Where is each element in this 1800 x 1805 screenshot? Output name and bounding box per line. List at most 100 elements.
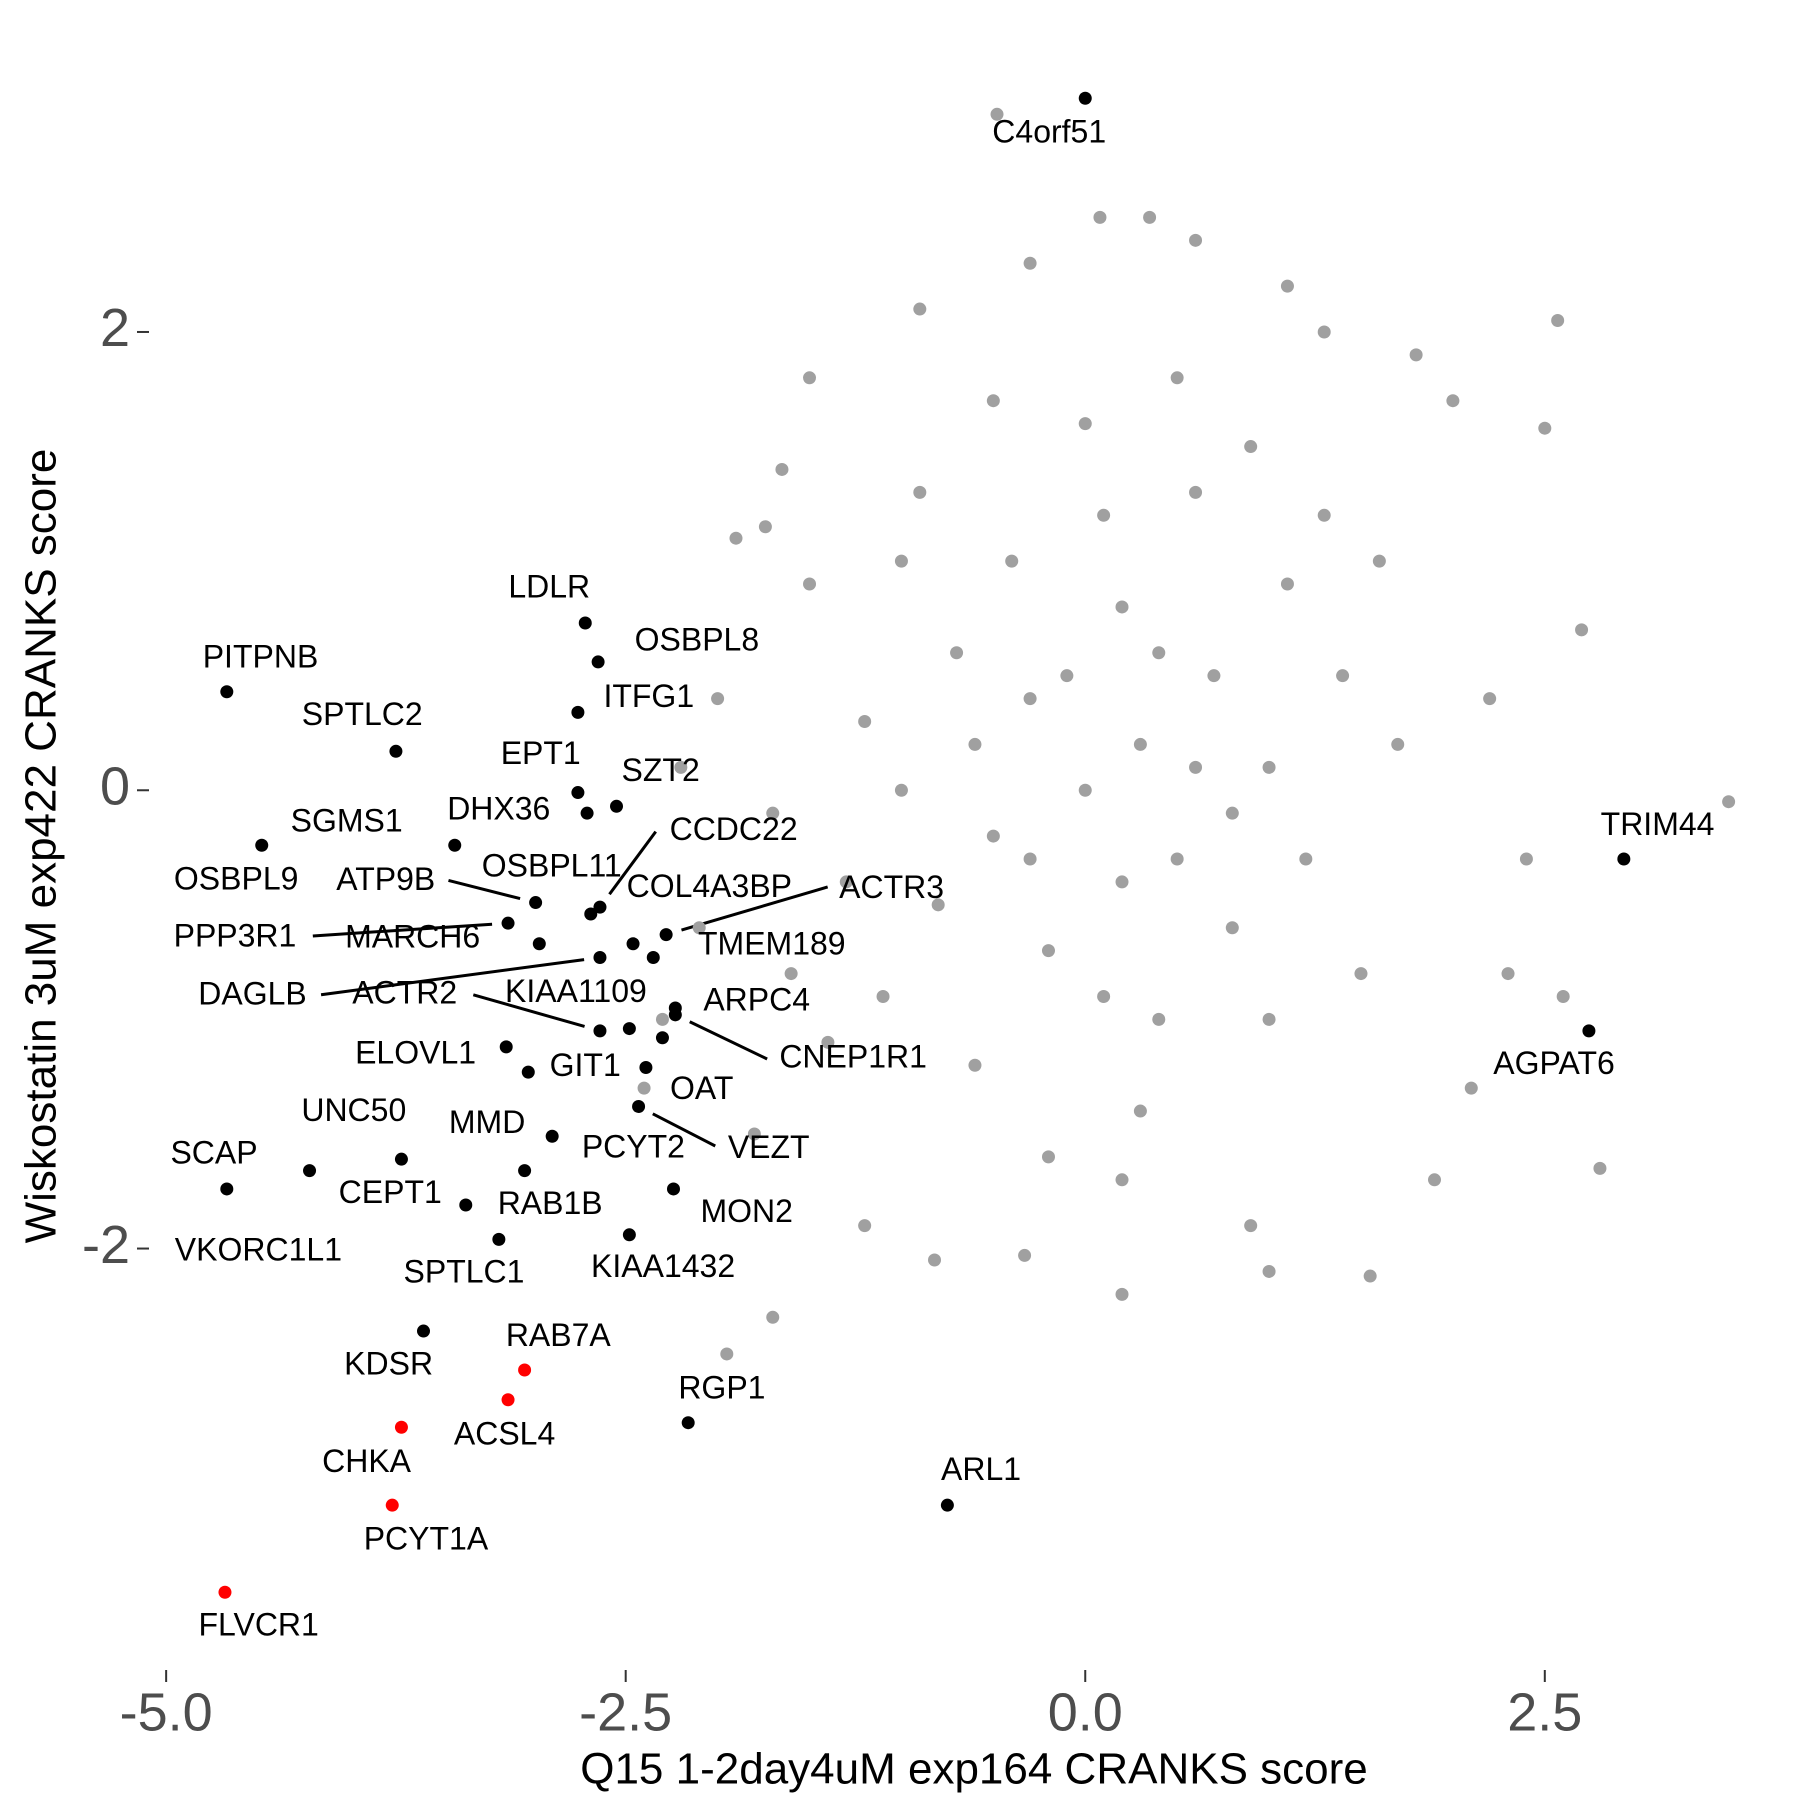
point <box>1464 1081 1478 1095</box>
point <box>1722 795 1736 809</box>
point-label: SPTLC2 <box>302 696 423 732</box>
point <box>1483 692 1497 706</box>
highlight-point <box>626 937 640 951</box>
point <box>1446 394 1460 408</box>
point <box>858 1219 872 1233</box>
highlight-point <box>593 951 607 965</box>
point <box>968 737 982 751</box>
point <box>758 520 772 534</box>
highlight-point <box>416 1324 430 1338</box>
point <box>858 715 872 729</box>
point <box>1225 806 1239 820</box>
point-label: SZT2 <box>622 752 700 788</box>
y-tick-label: -2 <box>82 1215 130 1275</box>
point <box>1244 1219 1258 1233</box>
point-label: MON2 <box>700 1193 792 1229</box>
point <box>1551 314 1565 328</box>
point-label: ELOVL1 <box>355 1034 476 1070</box>
point <box>1005 554 1019 568</box>
point-label: SPTLC1 <box>404 1254 525 1290</box>
point-label: KIAA1432 <box>591 1248 735 1284</box>
x-tick-label: 0.0 <box>1048 1682 1123 1742</box>
point <box>1354 967 1368 981</box>
point <box>1363 1269 1377 1283</box>
point-label: ARPC4 <box>703 982 810 1018</box>
point-label: SGMS1 <box>291 803 403 839</box>
highlight-point <box>659 928 673 942</box>
point <box>1207 669 1221 683</box>
highlight-point <box>394 1420 408 1434</box>
point <box>1280 577 1294 591</box>
highlight-point <box>448 838 462 852</box>
point-label: AGPAT6 <box>1493 1045 1615 1081</box>
point <box>1556 989 1570 1003</box>
highlight-point <box>394 1152 408 1166</box>
point <box>674 760 688 774</box>
point-label: ARL1 <box>941 1451 1021 1487</box>
point <box>655 1012 669 1026</box>
point <box>803 371 817 385</box>
point <box>894 554 908 568</box>
highlight-point <box>593 900 607 914</box>
point <box>784 967 798 981</box>
highlight-point <box>518 1164 532 1178</box>
point-label: GIT1 <box>550 1047 621 1083</box>
point-label: UNC50 <box>301 1092 406 1128</box>
point-label: C4orf51 <box>992 114 1106 150</box>
point-label: CHKA <box>322 1443 412 1479</box>
point <box>1189 485 1203 499</box>
highlight-point <box>1617 852 1631 866</box>
highlight-point <box>578 616 592 630</box>
y-tick-label: 0 <box>100 757 130 817</box>
point <box>1262 1264 1276 1278</box>
point <box>1060 669 1074 683</box>
point-label: DHX36 <box>447 790 550 826</box>
leader-line <box>448 879 521 901</box>
x-tick-label: -5.0 <box>120 1682 213 1742</box>
point <box>720 1347 734 1361</box>
point <box>1018 1248 1032 1262</box>
point-label: OSBPL8 <box>635 622 760 658</box>
point <box>1133 1104 1147 1118</box>
highlight-point <box>385 1498 399 1512</box>
point <box>876 989 890 1003</box>
highlight-point <box>501 916 515 930</box>
highlight-point <box>610 799 624 813</box>
point-label: OAT <box>670 1070 733 1106</box>
x-tick-label: -2.5 <box>579 1682 672 1742</box>
point-label: ITFG1 <box>603 678 694 714</box>
leader-line <box>472 993 585 1028</box>
point-label: TMEM189 <box>698 925 846 961</box>
leader-line <box>320 958 585 997</box>
point-label: VKORC1L1 <box>175 1231 342 1267</box>
point-label: FLVCR1 <box>199 1607 319 1643</box>
highlight-point <box>220 685 234 699</box>
point <box>986 829 1000 843</box>
point <box>894 783 908 797</box>
point-label: PCYT1A <box>364 1521 489 1557</box>
point <box>1262 760 1276 774</box>
highlight-point <box>303 1164 317 1178</box>
highlight-point <box>459 1198 473 1212</box>
point-label: COL4A3BP <box>627 868 792 904</box>
point <box>913 485 927 499</box>
highlight-point <box>518 1363 532 1377</box>
point-label: CCDC22 <box>670 811 798 847</box>
point <box>747 1127 761 1141</box>
leader-line <box>689 1020 768 1061</box>
point <box>1501 967 1515 981</box>
point <box>1244 440 1258 454</box>
highlight-point <box>571 705 585 719</box>
highlight-point <box>501 1393 515 1407</box>
highlight-point <box>940 1498 954 1512</box>
highlight-point <box>632 1099 646 1113</box>
point <box>839 875 853 889</box>
point-label: LDLR <box>508 569 590 605</box>
point-label: PPP3R1 <box>174 918 297 954</box>
point-label: ACTR2 <box>352 974 457 1010</box>
point <box>928 1253 942 1267</box>
point <box>766 806 780 820</box>
highlight-point <box>580 806 594 820</box>
point <box>729 531 743 545</box>
